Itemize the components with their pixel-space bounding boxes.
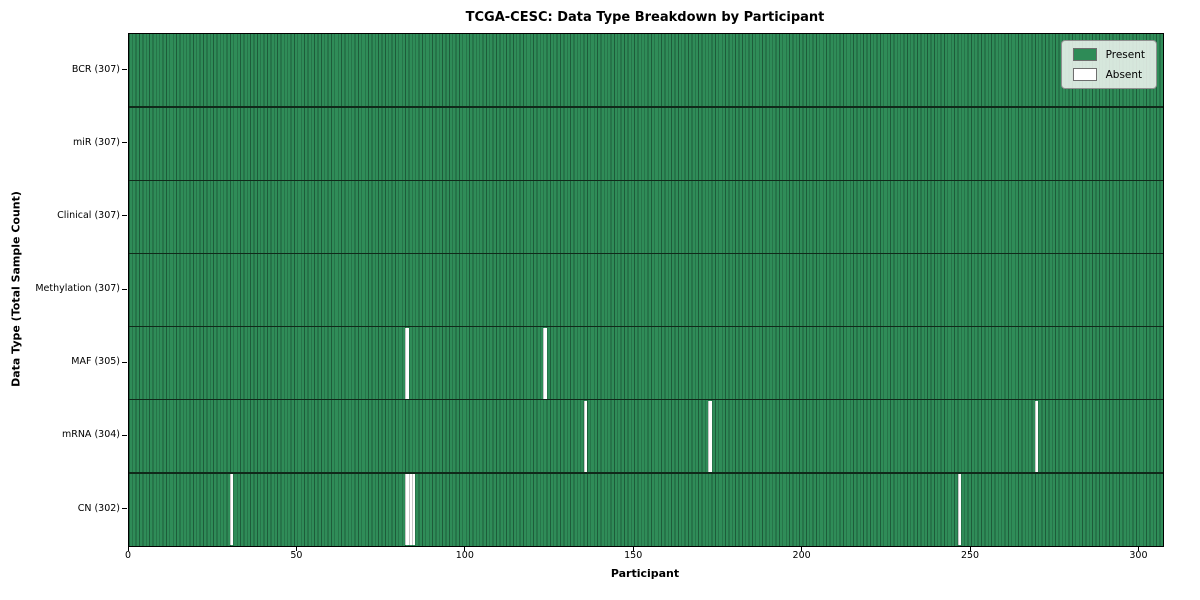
legend-label-present: Present <box>1105 48 1145 61</box>
absent-gap <box>405 473 409 545</box>
row-divider <box>129 106 1163 108</box>
x-tick-label: 50 <box>290 550 303 561</box>
y-tick-mark <box>122 215 127 217</box>
x-tick-label: 200 <box>792 550 811 561</box>
present-swatch-icon <box>1072 48 1097 61</box>
row-mRNA <box>129 399 1163 473</box>
x-tick-mark <box>464 546 466 551</box>
y-tick-mark <box>122 142 127 144</box>
x-tick-mark <box>1137 546 1139 551</box>
bars-canvas <box>129 34 1163 546</box>
page-title: TCGA-CESC: Data Type Breakdown by Partic… <box>465 10 825 25</box>
row-divider <box>129 179 1163 181</box>
absent-gap <box>408 473 412 545</box>
x-tick-label: 100 <box>455 550 474 561</box>
plot-area: Present Absent <box>128 33 1164 547</box>
row-divider <box>129 325 1163 328</box>
y-tick-label: mRNA (304) <box>61 429 120 441</box>
y-tick-mark <box>122 507 127 509</box>
row-Methylation <box>129 253 1163 327</box>
x-axis-label: Participant <box>610 567 680 580</box>
x-tick-label: 250 <box>960 550 980 561</box>
legend: Present Absent <box>1060 40 1157 89</box>
x-tick-mark <box>969 546 971 551</box>
row-divider <box>129 399 1163 401</box>
row-miR <box>129 107 1163 181</box>
x-tick-label: 300 <box>1129 550 1148 561</box>
x-tick-mark <box>295 546 297 551</box>
absent-gap <box>543 327 547 399</box>
y-tick-mark <box>122 434 127 436</box>
absent-gap <box>1035 400 1039 472</box>
row-Clinical <box>129 180 1163 254</box>
row-divider <box>129 472 1163 474</box>
absent-gap <box>405 327 409 399</box>
row-CN <box>129 472 1163 546</box>
y-tick-label: MAF (305) <box>71 356 120 368</box>
y-tick-mark <box>122 288 127 290</box>
y-tick-label: BCR (307) <box>71 63 120 75</box>
x-tick-label: 150 <box>624 550 643 561</box>
absent-gap <box>230 473 234 545</box>
y-tick-label: Clinical (307) <box>57 210 120 222</box>
absent-swatch-icon <box>1072 68 1097 81</box>
row-BCR <box>129 34 1163 108</box>
legend-item-absent: Absent <box>1072 68 1145 81</box>
y-tick-label: CN (302) <box>77 502 120 514</box>
x-tick-mark <box>801 546 803 551</box>
y-tick-label: miR (307) <box>72 136 120 148</box>
y-tick-label: Methylation (307) <box>35 283 120 295</box>
x-tick-mark <box>632 546 634 551</box>
row-divider <box>129 252 1163 255</box>
legend-item-present: Present <box>1072 48 1145 61</box>
x-tick-mark <box>127 546 129 551</box>
absent-gap <box>411 473 416 545</box>
y-tick-mark <box>122 69 127 71</box>
legend-label-absent: Absent <box>1105 68 1143 81</box>
absent-gap <box>957 473 961 545</box>
absent-gap <box>708 400 712 472</box>
row-MAF <box>129 326 1163 400</box>
x-tick-label: 0 <box>124 550 132 561</box>
absent-gap <box>583 400 588 472</box>
y-tick-mark <box>122 361 127 363</box>
